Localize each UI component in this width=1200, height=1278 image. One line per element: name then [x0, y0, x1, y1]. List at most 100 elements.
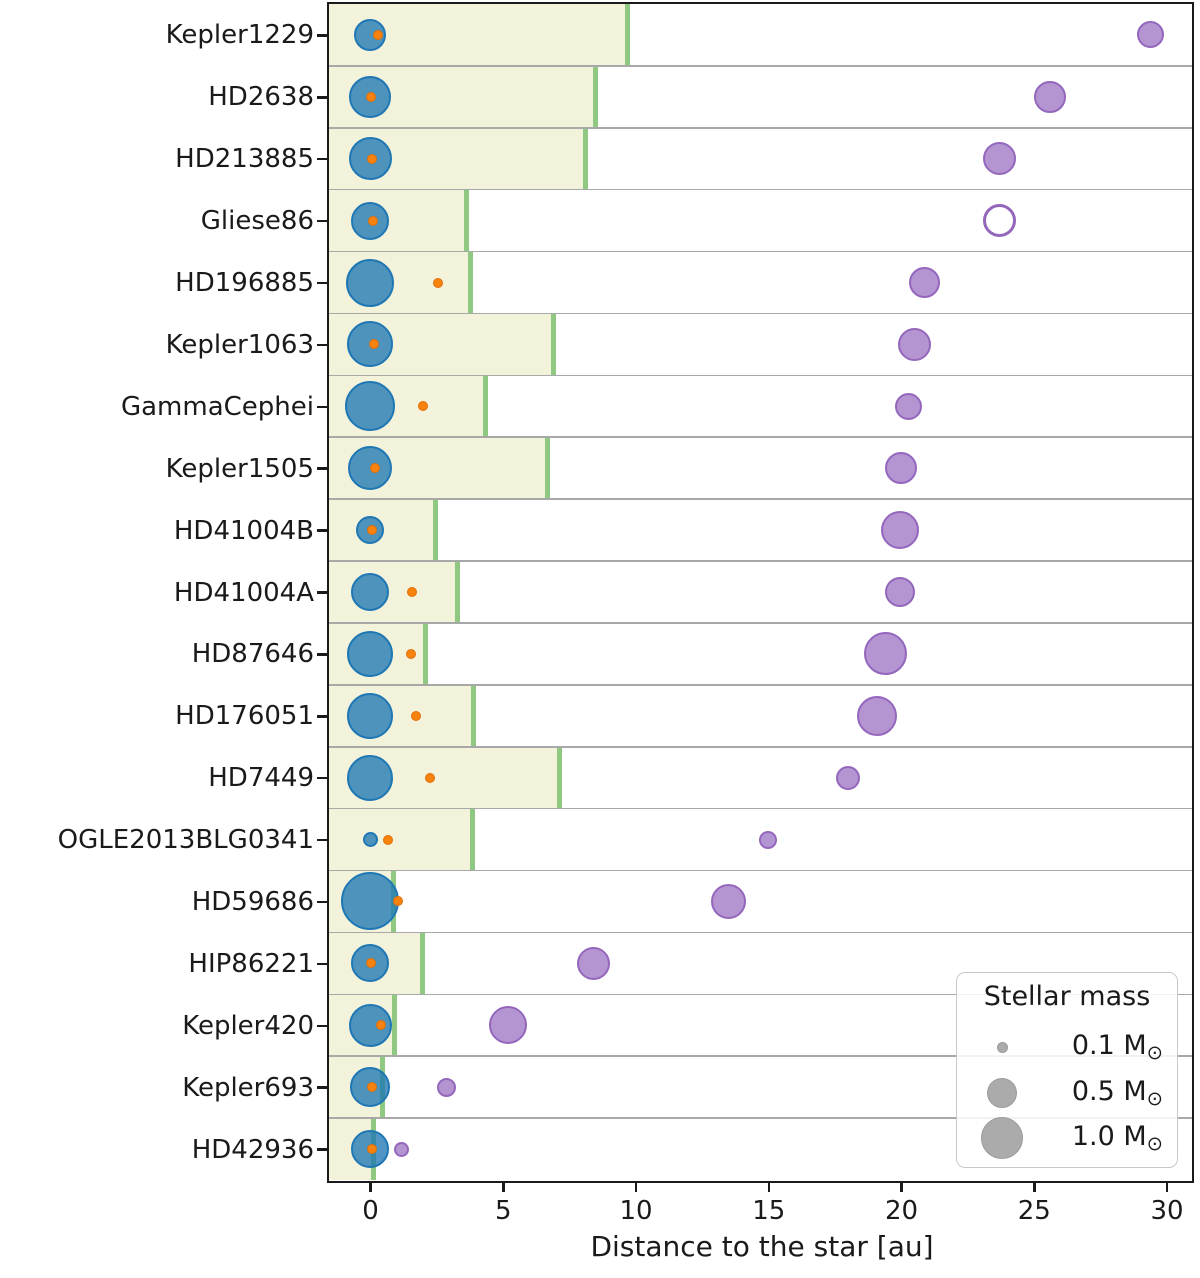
habitable-zone-outer-edge — [455, 561, 461, 623]
y-tick-label: HD7449 — [208, 763, 314, 794]
companion-star-point — [884, 576, 915, 607]
system-row — [329, 561, 1192, 623]
companion-star-point — [710, 883, 746, 919]
habitable-zone-outer-edge — [545, 437, 551, 500]
system-row — [329, 808, 1192, 871]
planet-point — [366, 153, 377, 164]
row-divider-line — [329, 869, 1192, 872]
y-tick-label: HD213885 — [175, 144, 314, 175]
planet-point — [406, 648, 417, 659]
x-tick-label: 10 — [619, 1196, 653, 1226]
habitable-zone-outer-edge — [392, 994, 398, 1057]
companion-star-point — [489, 1006, 528, 1045]
companion-star-point — [576, 946, 610, 980]
companion-star-point — [835, 765, 860, 790]
x-tick-mark — [767, 1181, 770, 1192]
x-tick-label: 15 — [752, 1196, 786, 1226]
companion-star-point — [857, 695, 898, 736]
system-row — [329, 932, 1192, 995]
legend-mass-circle — [981, 1117, 1023, 1159]
y-tick-mark — [317, 529, 328, 532]
habitable-zone-outer-edge — [464, 189, 470, 252]
row-divider-line — [329, 1117, 1192, 1119]
y-tick-mark — [317, 467, 328, 470]
system-row — [329, 437, 1192, 500]
host-star-point — [345, 381, 395, 432]
y-tick-label: HD59686 — [191, 886, 314, 917]
y-tick-mark — [317, 1024, 328, 1027]
companion-star-point — [393, 1141, 409, 1157]
row-divider-line — [329, 436, 1192, 439]
host-star-point — [347, 754, 393, 801]
y-tick-label: Kepler420 — [182, 1010, 314, 1041]
habitable-zone-outer-edge — [625, 4, 631, 66]
legend-mass-circle — [987, 1077, 1017, 1108]
y-tick-label: HIP86221 — [188, 948, 314, 979]
habitable-zone-outer-edge — [550, 313, 556, 376]
row-divider-line — [329, 188, 1192, 191]
x-tick-label: 0 — [362, 1196, 379, 1226]
planet-point — [411, 710, 422, 721]
x-tick-mark — [1033, 1181, 1036, 1192]
habitable-zone-outer-edge — [419, 932, 425, 995]
host-star-point — [356, 516, 384, 545]
y-tick-label: Gliese86 — [200, 206, 314, 237]
y-tick-mark — [317, 405, 328, 409]
host-star-point — [346, 258, 394, 307]
y-tick-label: Kepler1229 — [165, 20, 314, 51]
planet-point — [372, 29, 383, 40]
system-row — [329, 1118, 1192, 1180]
y-tick-mark — [317, 96, 328, 99]
y-tick-mark — [317, 715, 328, 718]
solar-mass-symbol: ⊙ — [1146, 1131, 1163, 1155]
habitable-zone-outer-edge — [557, 746, 563, 809]
y-tick-mark — [317, 838, 328, 842]
companion-star-point — [759, 830, 778, 849]
y-tick-label: HD176051 — [175, 701, 314, 732]
system-row — [329, 1056, 1192, 1119]
solar-mass-symbol: ⊙ — [1146, 1040, 1163, 1064]
y-tick-mark — [317, 653, 328, 656]
habitable-zone-outer-edge — [469, 808, 475, 871]
system-row — [329, 251, 1192, 314]
planet-point — [366, 958, 377, 969]
host-star-point — [351, 572, 389, 611]
host-star-point — [362, 832, 378, 848]
y-tick-mark — [317, 591, 328, 594]
x-tick-mark — [369, 1181, 372, 1192]
host-star-point — [351, 201, 389, 240]
x-tick-label: 5 — [494, 1196, 512, 1226]
y-tick-mark — [317, 1148, 328, 1151]
system-row — [329, 994, 1192, 1057]
planet-point — [393, 896, 404, 907]
system-row — [329, 313, 1192, 376]
habitable-zone-outer-edge — [582, 127, 588, 190]
planet-point — [366, 525, 377, 536]
y-tick-mark — [317, 900, 328, 904]
x-tick-mark — [502, 1181, 505, 1192]
companion-star-point — [897, 327, 931, 361]
system-row — [329, 622, 1192, 685]
y-tick-label: HD196885 — [175, 268, 314, 299]
planet-point — [407, 586, 418, 597]
companion-star-point — [982, 142, 1016, 176]
row-divider-line — [329, 807, 1192, 810]
host-star-point — [341, 872, 399, 931]
system-row — [329, 189, 1192, 252]
y-tick-label: HD2638 — [208, 82, 314, 113]
habitable-zone-outer-edge — [468, 251, 474, 314]
system-row — [329, 127, 1192, 190]
planet-point — [432, 277, 443, 288]
system-row — [329, 746, 1192, 809]
habitable-zone-outer-edge — [432, 499, 438, 562]
habitable-zone-band — [329, 189, 467, 252]
y-tick-label: HD41004A — [173, 577, 314, 608]
planet-point — [370, 463, 381, 474]
legend-mass-circle — [996, 1041, 1008, 1053]
x-tick-mark — [634, 1181, 638, 1192]
row-divider-line — [329, 250, 1192, 253]
companion-star-point — [436, 1077, 456, 1097]
y-tick-label: Kepler1063 — [165, 329, 314, 360]
y-tick-mark — [317, 34, 328, 37]
